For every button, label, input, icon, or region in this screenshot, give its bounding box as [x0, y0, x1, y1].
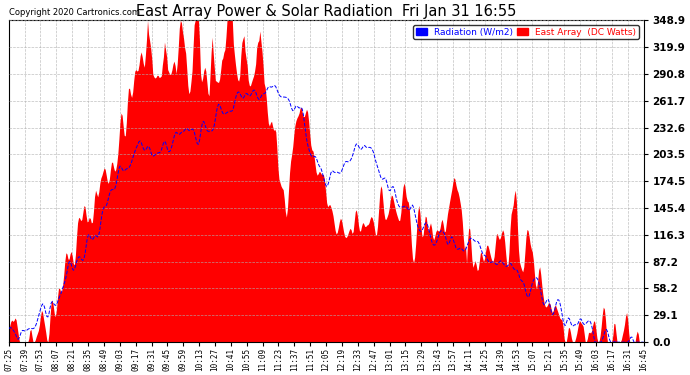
Legend: Radiation (W/m2), East Array  (DC Watts): Radiation (W/m2), East Array (DC Watts) [413, 25, 639, 39]
Title: East Array Power & Solar Radiation  Fri Jan 31 16:55: East Array Power & Solar Radiation Fri J… [136, 4, 516, 19]
Text: Copyright 2020 Cartronics.com: Copyright 2020 Cartronics.com [9, 8, 139, 17]
